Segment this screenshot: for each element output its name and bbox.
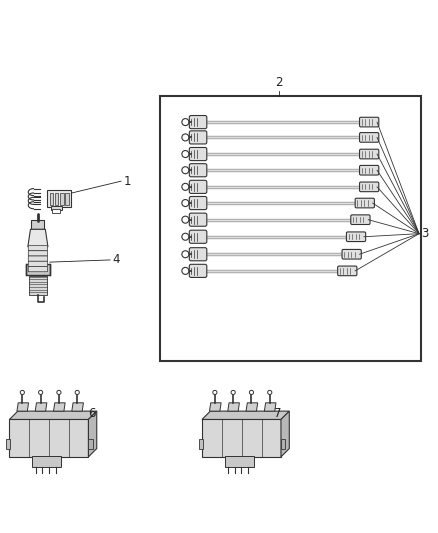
FancyBboxPatch shape: [189, 116, 206, 128]
FancyBboxPatch shape: [354, 198, 374, 208]
Bar: [65, 193, 69, 205]
Polygon shape: [10, 411, 96, 419]
FancyBboxPatch shape: [189, 164, 206, 177]
Circle shape: [267, 390, 271, 394]
FancyBboxPatch shape: [359, 117, 378, 127]
FancyBboxPatch shape: [189, 180, 206, 193]
FancyBboxPatch shape: [28, 266, 47, 272]
Polygon shape: [28, 229, 48, 247]
Text: 4: 4: [112, 253, 120, 266]
FancyBboxPatch shape: [189, 148, 206, 160]
Text: 6: 6: [88, 407, 95, 419]
Bar: [280, 439, 285, 449]
Circle shape: [57, 390, 61, 394]
FancyBboxPatch shape: [189, 131, 206, 144]
Bar: [160, 96, 420, 361]
Circle shape: [181, 233, 188, 240]
FancyBboxPatch shape: [359, 182, 378, 192]
Bar: [198, 439, 202, 449]
FancyBboxPatch shape: [350, 215, 369, 224]
Bar: [201, 419, 280, 457]
Circle shape: [181, 150, 188, 158]
Bar: [26, 264, 49, 275]
FancyBboxPatch shape: [346, 232, 365, 241]
FancyBboxPatch shape: [341, 249, 360, 259]
Polygon shape: [246, 403, 257, 411]
Text: 2: 2: [274, 76, 282, 89]
Bar: [49, 193, 53, 205]
Circle shape: [249, 390, 253, 394]
Polygon shape: [53, 403, 65, 411]
Circle shape: [181, 251, 188, 258]
FancyBboxPatch shape: [28, 261, 47, 266]
Polygon shape: [227, 403, 239, 411]
Circle shape: [212, 390, 216, 394]
FancyBboxPatch shape: [189, 213, 206, 226]
Polygon shape: [280, 411, 289, 457]
Text: 1: 1: [123, 175, 131, 188]
Bar: [52, 209, 60, 213]
Bar: [6, 439, 10, 449]
Circle shape: [181, 134, 188, 141]
Circle shape: [181, 118, 188, 126]
FancyBboxPatch shape: [28, 246, 47, 251]
Bar: [29, 276, 46, 295]
Circle shape: [39, 390, 42, 394]
Circle shape: [181, 199, 188, 207]
Bar: [88, 439, 92, 449]
Bar: [55, 193, 58, 205]
Bar: [46, 190, 71, 207]
FancyBboxPatch shape: [359, 165, 378, 175]
Polygon shape: [17, 403, 28, 411]
Circle shape: [181, 183, 188, 190]
FancyBboxPatch shape: [28, 256, 47, 261]
Polygon shape: [88, 411, 96, 457]
Circle shape: [20, 390, 25, 394]
Bar: [51, 206, 62, 209]
FancyBboxPatch shape: [189, 264, 206, 278]
Polygon shape: [209, 403, 221, 411]
Bar: [60, 193, 64, 205]
FancyBboxPatch shape: [189, 248, 206, 261]
FancyBboxPatch shape: [359, 133, 378, 142]
Circle shape: [181, 216, 188, 223]
Circle shape: [230, 390, 235, 394]
Circle shape: [181, 268, 188, 274]
Polygon shape: [201, 411, 289, 419]
Polygon shape: [72, 403, 83, 411]
FancyBboxPatch shape: [359, 149, 378, 159]
Bar: [224, 456, 254, 467]
Circle shape: [181, 167, 188, 174]
Circle shape: [75, 390, 79, 394]
Text: 3: 3: [420, 227, 427, 240]
Bar: [10, 419, 88, 457]
FancyBboxPatch shape: [28, 251, 47, 256]
FancyBboxPatch shape: [189, 230, 206, 243]
Bar: [31, 220, 44, 229]
FancyBboxPatch shape: [337, 266, 356, 276]
Text: 7: 7: [274, 407, 281, 419]
Bar: [32, 456, 61, 467]
FancyBboxPatch shape: [189, 197, 206, 209]
Polygon shape: [264, 403, 276, 411]
Polygon shape: [35, 403, 47, 411]
